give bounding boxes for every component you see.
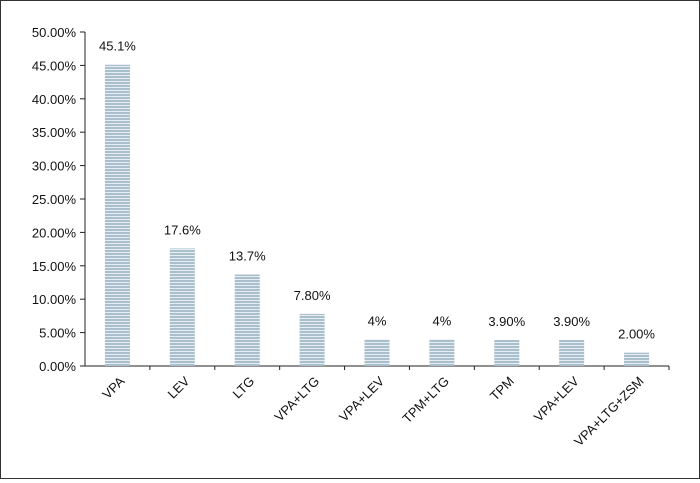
bar — [559, 339, 585, 366]
category-label: LEV — [164, 373, 192, 401]
data-label: 4% — [432, 313, 451, 328]
y-tick-label: 5.00% — [39, 326, 76, 341]
y-tick-label: 40.00% — [32, 92, 77, 107]
category-label: LTG — [230, 374, 258, 402]
category-label: VPA+LEV — [336, 373, 387, 424]
bar — [169, 248, 195, 366]
bar — [494, 339, 520, 366]
data-label: 4% — [368, 313, 387, 328]
data-labels: 45.1% 17.6% 13.7% 7.80% 4% 4% 3.90% 3.90% 2.00% — [99, 39, 655, 342]
y-tick-label: 45.00% — [32, 58, 77, 73]
y-tick-label: 30.00% — [32, 159, 77, 174]
bar — [234, 274, 260, 366]
y-axis: 0.00% 5.00% 10.00% 15.00% 20.00% 25.00% 30.00%… — [32, 25, 86, 374]
y-tick-label: 35.00% — [32, 125, 77, 140]
bar — [364, 339, 390, 366]
bar — [299, 313, 325, 366]
bar — [104, 64, 130, 366]
data-label: 2.00% — [618, 327, 655, 342]
data-label: 13.7% — [229, 248, 266, 263]
data-label: 45.1% — [99, 39, 136, 54]
bar — [429, 339, 455, 366]
category-label: VPA+LEV — [531, 373, 582, 424]
y-tick-label: 10.00% — [32, 292, 77, 307]
data-label: 7.80% — [294, 288, 331, 303]
y-tick-label: 25.00% — [32, 192, 77, 207]
data-label: 17.6% — [164, 222, 201, 237]
category-label: VPA — [99, 373, 128, 402]
x-axis — [85, 365, 670, 370]
category-label: TPM — [487, 374, 517, 404]
category-label: VPA+LTG+ZSM — [571, 374, 647, 450]
y-tick-label: 0.00% — [39, 359, 76, 374]
category-label: VPA+LTG — [271, 374, 322, 425]
bars — [104, 64, 650, 366]
bar — [624, 352, 650, 366]
data-label: 3.90% — [488, 314, 525, 329]
y-tick-label: 15.00% — [32, 259, 77, 274]
category-labels: VPA LEV LTG VPA+LTG VPA+LEV TPM+LTG TPM VPA+LEV… — [99, 373, 646, 449]
y-tick-label: 50.00% — [32, 25, 77, 40]
y-tick-label: 20.00% — [32, 225, 77, 240]
category-label: TPM+LTG — [399, 374, 452, 427]
data-label: 3.90% — [553, 314, 590, 329]
